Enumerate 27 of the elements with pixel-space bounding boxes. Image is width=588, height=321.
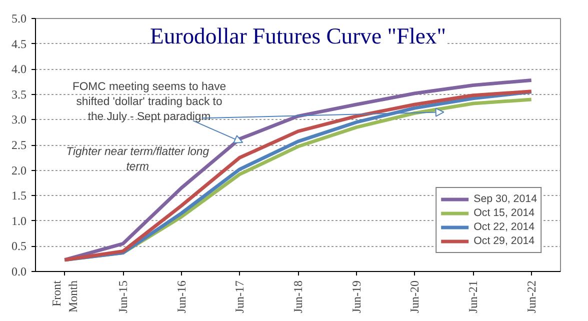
x-tick-label: Jun-17 — [232, 280, 247, 314]
legend-label: Oct 22, 2014 — [474, 220, 535, 234]
annotation: Tighter near term/flatter long term — [66, 146, 210, 173]
x-tick-label: Jun-15 — [116, 280, 130, 314]
y-tick-label: 5.0 — [12, 12, 26, 26]
y-tick-label: 2.5 — [12, 138, 26, 152]
x-tick-label: Front Month — [49, 280, 80, 313]
x-tick-label: Jun-21 — [466, 280, 480, 314]
y-tick-label: 3.0 — [12, 112, 26, 127]
chart-title: Eurodollar Futures Curve "Flex" — [150, 24, 446, 48]
y-tick-label: 1.0 — [12, 214, 26, 228]
legend-label: Sep 30, 2014 — [474, 192, 537, 206]
y-tick-label: 2.0 — [12, 163, 26, 178]
y-tick-label: 3.5 — [12, 87, 26, 102]
x-tick-label: Jun-20 — [408, 280, 422, 314]
y-tick-label: 0.5 — [12, 239, 26, 254]
x-tick-label: Jun-22 — [524, 280, 538, 314]
x-tick-label: Jun-18 — [291, 280, 305, 314]
legend-label: Oct 29, 2014 — [474, 234, 535, 248]
y-tick-label: 4.5 — [12, 36, 26, 51]
legend-label: Oct 15, 2014 — [474, 206, 535, 220]
y-tick-label: 0.0 — [12, 264, 26, 278]
annotation: FOMC meeting seems to have shifted 'dollar' trading back to the July - Sept paradigm — [72, 81, 226, 124]
y-tick-label: 1.5 — [12, 188, 26, 203]
y-tick-label: 4.0 — [12, 62, 26, 76]
x-tick-label: Jun-19 — [349, 280, 364, 314]
x-tick-label: Jun-16 — [174, 280, 188, 314]
